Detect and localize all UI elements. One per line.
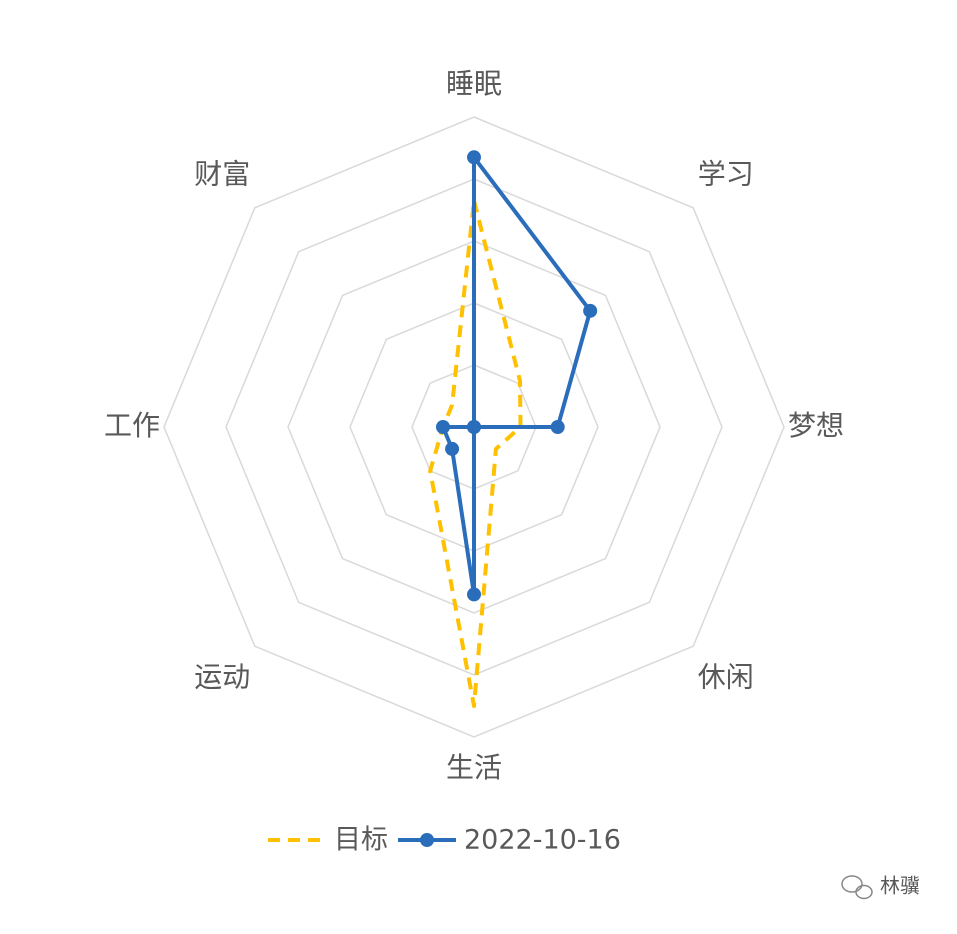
category-label: 财富 <box>194 157 250 190</box>
category-label: 休闲 <box>698 661 754 694</box>
category-label: 运动 <box>194 661 250 694</box>
marker <box>583 303 598 318</box>
legend-label: 目标 <box>334 825 388 856</box>
grid-ring <box>287 240 661 614</box>
marker <box>467 420 481 434</box>
marker <box>467 587 481 602</box>
category-label: 梦想 <box>788 409 844 442</box>
category-label: 睡眠 <box>446 67 502 100</box>
grid-ring <box>225 178 723 676</box>
category-label: 学习 <box>698 157 754 190</box>
legend-marker <box>420 833 434 847</box>
marker <box>550 420 565 434</box>
marker <box>445 441 460 456</box>
watermark-icon <box>841 875 873 900</box>
watermark: 林骥 <box>880 874 920 898</box>
series-line <box>428 198 523 708</box>
grid-ring <box>163 116 785 738</box>
category-label: 工作 <box>104 409 160 442</box>
legend-label: 2022-10-16 <box>464 825 621 856</box>
marker <box>436 420 450 434</box>
category-label: 生活 <box>446 751 502 784</box>
marker <box>467 150 481 165</box>
